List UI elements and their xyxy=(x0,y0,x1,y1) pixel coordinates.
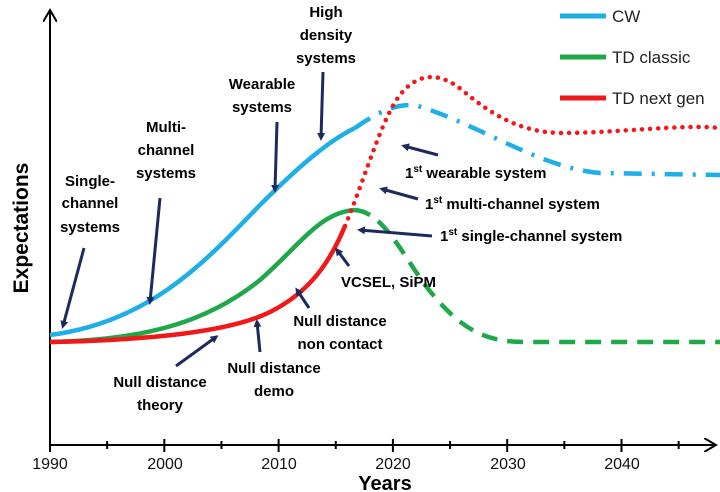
svg-text:Multi-: Multi- xyxy=(146,119,186,136)
legend-label-cw: CW xyxy=(612,7,640,26)
svg-text:demo: demo xyxy=(254,383,294,400)
svg-text:Single-: Single- xyxy=(65,173,115,190)
svg-text:theory: theory xyxy=(137,397,184,414)
annotation-null-distance-non-contact: Null distance non contact xyxy=(293,287,387,353)
td-classic-curve-past xyxy=(49,207,356,345)
svg-text:1st single-channel system: 1st single-channel system xyxy=(440,227,622,245)
svg-text:Null distance: Null distance xyxy=(113,374,206,391)
x-axis-label: Years xyxy=(358,473,411,492)
svg-text:density: density xyxy=(300,27,353,44)
annotation-null-distance-theory: Null distance theory xyxy=(113,335,219,414)
x-tick-2020: 2020 xyxy=(375,456,411,473)
x-tick-2040: 2040 xyxy=(604,456,640,473)
svg-text:channel: channel xyxy=(138,142,195,159)
annotation-multi-channel: Multi- channel systems xyxy=(136,119,196,305)
svg-text:systems: systems xyxy=(296,50,356,67)
svg-text:1st wearable system: 1st wearable system xyxy=(405,164,547,182)
legend-label-td-next-gen: TD next gen xyxy=(612,89,705,108)
svg-text:VCSEL, SiPM: VCSEL, SiPM xyxy=(341,274,436,291)
legend: CW TD classic TD next gen xyxy=(560,7,705,108)
svg-text:High: High xyxy=(309,4,342,21)
td-classic-curve-future xyxy=(354,207,720,345)
svg-text:systems: systems xyxy=(232,99,292,116)
td-next-gen-curve-past xyxy=(49,225,348,345)
annotation-vcsel-sipm: VCSEL, SiPM xyxy=(335,247,436,291)
x-tick-1990: 1990 xyxy=(32,456,68,473)
x-tick-2000: 2000 xyxy=(147,456,183,473)
svg-text:Null distance: Null distance xyxy=(293,313,386,330)
annotation-single-channel: Single- channel systems xyxy=(60,173,120,329)
x-axis-ticks xyxy=(49,439,680,452)
legend-label-td-classic: TD classic xyxy=(612,48,691,67)
svg-text:systems: systems xyxy=(60,219,120,236)
svg-text:systems: systems xyxy=(136,165,196,182)
svg-text:Wearable: Wearable xyxy=(229,76,295,93)
svg-text:non contact: non contact xyxy=(298,336,383,353)
annotation-first-single-channel: 1st single-channel system xyxy=(357,226,622,245)
y-axis-label: Expectations xyxy=(10,163,33,294)
td-next-gen-curve-future xyxy=(342,74,720,229)
svg-text:1st multi-channel system: 1st multi-channel system xyxy=(425,195,600,213)
x-tick-2010: 2010 xyxy=(261,456,297,473)
annotation-null-distance-demo: Null distance demo xyxy=(227,319,321,400)
annotation-first-multi-channel: 1st multi-channel system xyxy=(379,186,600,213)
cw-curve-past xyxy=(49,125,356,338)
svg-text:channel: channel xyxy=(62,195,119,212)
annotation-high-density: High density systems xyxy=(296,4,356,141)
annotation-wearable: Wearable systems xyxy=(229,76,295,193)
svg-text:Null distance: Null distance xyxy=(227,360,320,377)
x-tick-2030: 2030 xyxy=(490,456,526,473)
annotation-first-wearable: 1st wearable system xyxy=(401,143,547,182)
